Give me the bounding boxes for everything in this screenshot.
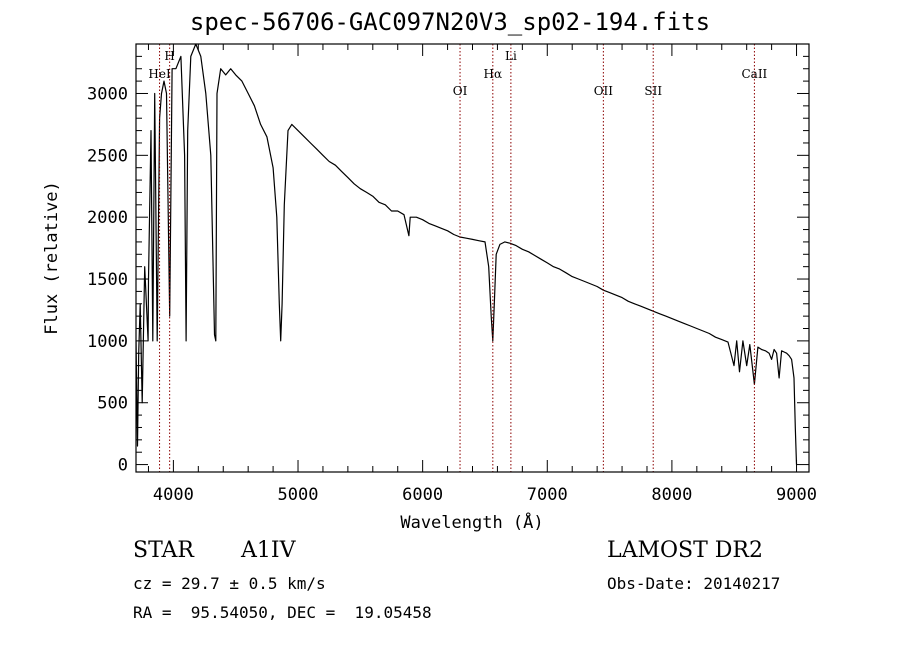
- y-tick-label: 500: [97, 394, 128, 414]
- line-label-sii: SII: [644, 84, 662, 98]
- line-label-oii: OII: [594, 84, 614, 98]
- survey-name: LAMOST DR2: [607, 538, 763, 563]
- object-class: STAR: [133, 538, 194, 563]
- plot-frame: [135, 43, 810, 473]
- line-label-h: H: [164, 49, 174, 63]
- x-tick-label: 6000: [402, 485, 443, 505]
- sky-coordinates: RA = 95.54050, DEC = 19.05458: [133, 603, 432, 622]
- observation-date: Obs-Date: 20140217: [607, 574, 781, 593]
- object-subclass: A1IV: [241, 538, 296, 563]
- chart-title: spec-56706-GAC097N20V3_sp02-194.fits: [189, 8, 711, 36]
- spectrum-line: [136, 44, 798, 465]
- plot-area: [136, 44, 798, 465]
- redshift-readout: cz = 29.7 ± 0.5 km/s: [133, 574, 326, 593]
- x-tick-label: 7000: [527, 485, 568, 505]
- line-label-oi: OI: [453, 84, 468, 98]
- line-label-hei: HeI: [148, 67, 171, 81]
- x-tick-label: 9000: [776, 485, 817, 505]
- y-tick-label: 3000: [87, 84, 128, 104]
- y-tick-label: 1000: [87, 332, 128, 352]
- line-label-caii: CaII: [741, 67, 767, 81]
- x-tick-label: 8000: [651, 485, 692, 505]
- x-tick-label: 4000: [153, 485, 194, 505]
- axes: 4000 5000 6000 7000 8000 9000 0 500 1000 1500 2000…: [87, 43, 817, 505]
- y-tick-label: 2500: [87, 146, 128, 166]
- x-axis-label: Wavelength (Å): [400, 511, 543, 533]
- y-axis-label: Flux (relative): [42, 181, 62, 335]
- line-label-h: Hα: [484, 67, 503, 81]
- y-tick-label: 1500: [87, 270, 128, 290]
- x-tick-label: 5000: [278, 485, 319, 505]
- y-tick-label: 2000: [87, 208, 128, 228]
- y-tick-label: 0: [118, 456, 128, 476]
- line-label-li: Li: [505, 49, 517, 63]
